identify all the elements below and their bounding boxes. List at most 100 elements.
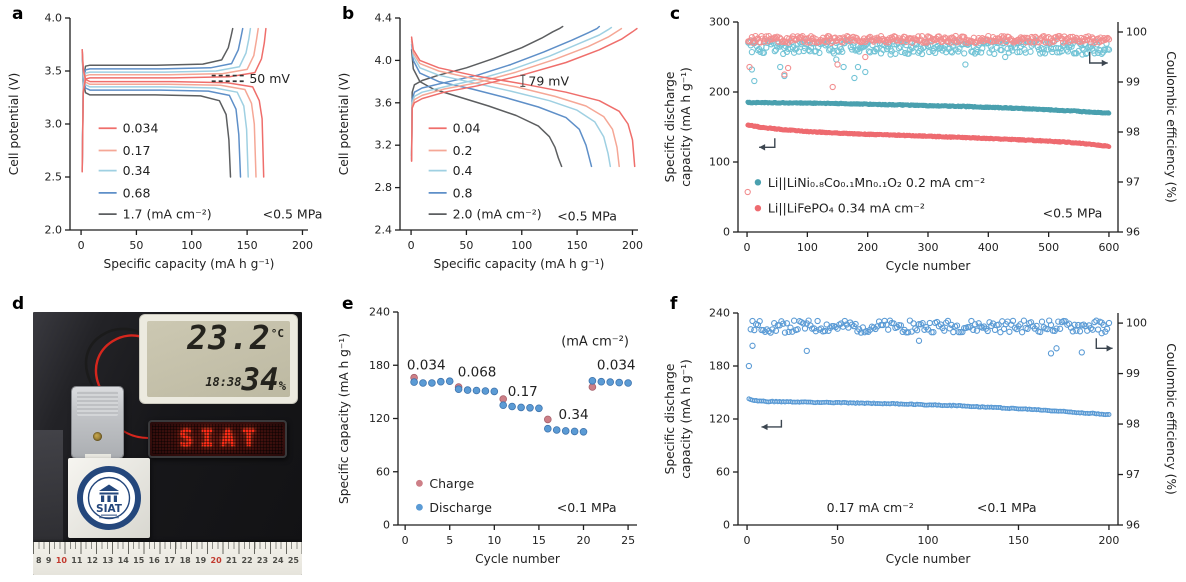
- svg-text:200: 200: [292, 239, 313, 252]
- svg-text:capacity (mA h g⁻¹): capacity (mA h g⁻¹): [679, 67, 693, 187]
- svg-text:<0.5 MPa: <0.5 MPa: [557, 209, 617, 224]
- svg-text:0.17 mA cm⁻²: 0.17 mA cm⁻²: [827, 500, 914, 515]
- svg-text:120: 120: [369, 412, 390, 425]
- svg-text:20: 20: [576, 534, 590, 547]
- svg-text:Specific capacity (mA h g⁻¹): Specific capacity (mA h g⁻¹): [104, 257, 275, 271]
- svg-text:2.0: 2.0: [45, 224, 63, 237]
- logo-text: SIAT: [96, 503, 123, 515]
- chart-e-svg: 0 5 10 15 20 25 0 60 120 180 240 0.034 0.068 0.17 0.34…: [337, 306, 637, 566]
- clamp-vent: [77, 391, 118, 416]
- svg-text:10: 10: [487, 534, 501, 547]
- svg-text:100: 100: [511, 239, 532, 252]
- svg-text:15: 15: [532, 534, 546, 547]
- svg-text:0: 0: [744, 534, 751, 547]
- red-wire-to-led: [118, 427, 149, 439]
- svg-text:3.6: 3.6: [375, 96, 393, 109]
- panel-a-voltage-profiles-lfp: 0 50 100 150 200 2.0 2.5 3.0 3.5 4.0 50 mV <0.5 MPa…: [0, 0, 330, 285]
- svg-text:<0.1 MPa: <0.1 MPa: [557, 500, 617, 515]
- svg-text:4.0: 4.0: [375, 54, 393, 67]
- panel-label-f: f: [670, 294, 678, 314]
- svg-text:Specific discharge: Specific discharge: [663, 72, 677, 183]
- svg-text:0.034: 0.034: [407, 357, 446, 373]
- svg-text:97: 97: [1126, 468, 1140, 481]
- svg-text:50: 50: [459, 239, 473, 252]
- svg-text:(mA cm⁻²): (mA cm⁻²): [561, 335, 629, 350]
- logo-building-roof: [99, 484, 119, 491]
- svg-text:180: 180: [709, 360, 730, 373]
- ruler-number: 12: [86, 556, 98, 565]
- svg-text:400: 400: [978, 241, 999, 254]
- clock-reading: 18:38: [205, 375, 242, 389]
- panel-e-rate-capability: 0 5 10 15 20 25 0 60 120 180 240 0.034 0.068 0.17 0.34…: [330, 290, 660, 582]
- svg-text:0: 0: [78, 239, 85, 252]
- svg-text:<0.5 MPa: <0.5 MPa: [1043, 206, 1103, 221]
- svg-text:Specific capacity (mA h g⁻¹): Specific capacity (mA h g⁻¹): [337, 333, 351, 504]
- ruler-number: 22: [241, 556, 253, 565]
- svg-text:60: 60: [716, 466, 730, 479]
- cell-clamp-device: [72, 387, 123, 458]
- svg-text:0.17: 0.17: [508, 384, 538, 400]
- svg-text:0: 0: [402, 534, 409, 547]
- svg-text:Li||LiFePO₄ 0.34 mA cm⁻²: Li||LiFePO₄ 0.34 mA cm⁻²: [768, 201, 925, 216]
- svg-text:Cycle number: Cycle number: [475, 552, 561, 566]
- panel-label-e: e: [342, 294, 354, 314]
- svg-text:150: 150: [1008, 534, 1029, 547]
- temperature-reading: 23.2: [187, 321, 271, 357]
- svg-text:99: 99: [1126, 76, 1140, 89]
- svg-text:0.8: 0.8: [453, 185, 473, 200]
- ruler-number: 8: [36, 556, 42, 565]
- pouch-cell: SIAT: [68, 458, 150, 538]
- ruler-number: 23: [256, 556, 269, 565]
- panel-b-voltage-profiles-nmc: 0 50 100 150 200 2.4 2.8 3.2 3.6 4.0 4.4 79 mV <0.5 …: [330, 0, 660, 285]
- ruler-number: 11: [71, 556, 83, 565]
- svg-text:0.34: 0.34: [123, 163, 151, 178]
- svg-text:0.68: 0.68: [123, 185, 151, 200]
- ruler-number: 17: [164, 556, 176, 565]
- svg-text:500: 500: [1038, 241, 1059, 254]
- svg-text:97: 97: [1126, 176, 1140, 189]
- temperature-unit: °C: [270, 327, 284, 340]
- svg-text:Discharge: Discharge: [429, 500, 492, 515]
- ruler-number: 14: [117, 556, 129, 565]
- svg-text:<0.1 MPa: <0.1 MPa: [977, 500, 1037, 515]
- svg-text:Li||LiNi₀.₈Co₀.₁Mn₀.₁O₂ 0.2 m: Li||LiNi₀.₈Co₀.₁Mn₀.₁O₂ 0.2 mA cm⁻²: [768, 175, 985, 190]
- ruler: 8 9 10 11 12 13 14 15 16 17 18 19 20 21 22 23 24 25: [33, 542, 302, 575]
- svg-text:98: 98: [1126, 418, 1140, 431]
- panel-label-a: a: [12, 4, 24, 24]
- svg-text:4.0: 4.0: [45, 12, 63, 25]
- svg-text:0.04: 0.04: [453, 121, 481, 136]
- svg-text:0.034: 0.034: [123, 121, 159, 136]
- svg-text:Cycle number: Cycle number: [886, 259, 972, 273]
- svg-text:1.7 (mA cm⁻²): 1.7 (mA cm⁻²): [123, 207, 212, 222]
- svg-text:3.0: 3.0: [45, 118, 63, 131]
- svg-text:120: 120: [709, 413, 730, 426]
- svg-text:Cell potential (V): Cell potential (V): [7, 73, 21, 176]
- photo-background: 23.2 °C 18:38 34 % SIAT: [33, 312, 302, 575]
- siat-logo: SIAT: [77, 466, 141, 530]
- svg-text:100: 100: [709, 156, 730, 169]
- panel-label-d: d: [12, 294, 25, 314]
- panel-c-cycling-stability: 0 100 200 300 400 500 600 0 100 200 300 96 97 98 99 100…: [660, 0, 1186, 285]
- svg-text:Specific discharge: Specific discharge: [663, 364, 677, 475]
- svg-text:Specific capacity (mA h g⁻¹): Specific capacity (mA h g⁻¹): [434, 257, 605, 271]
- ruler-numbers: 8 9 10 11 12 13 14 15 16 17 18 19 20 21 22 23 24 25: [33, 556, 302, 565]
- ruler-number: 25: [287, 556, 299, 565]
- svg-text:4.4: 4.4: [375, 12, 393, 25]
- svg-text:300: 300: [709, 16, 730, 29]
- svg-text:180: 180: [369, 359, 390, 372]
- svg-text:0.34: 0.34: [559, 407, 589, 423]
- svg-text:50 mV: 50 mV: [249, 71, 290, 86]
- chart-c-svg: 0 100 200 300 400 500 600 0 100 200 300 96 97 98 99 100…: [663, 16, 1178, 274]
- svg-text:3.5: 3.5: [45, 65, 63, 78]
- svg-text:0.17: 0.17: [123, 143, 151, 158]
- ruler-number: 21: [225, 556, 238, 565]
- svg-text:240: 240: [709, 307, 730, 320]
- ruler-major-ticks: [33, 542, 302, 554]
- svg-text:Charge: Charge: [429, 476, 474, 491]
- svg-text:0.2: 0.2: [453, 143, 473, 158]
- ruler-number: 16: [148, 556, 160, 565]
- led-badge: SIAT: [148, 420, 287, 458]
- humidity-unit: %: [278, 379, 286, 393]
- svg-text:Coulombic efficiency (%): Coulombic efficiency (%): [1164, 51, 1178, 203]
